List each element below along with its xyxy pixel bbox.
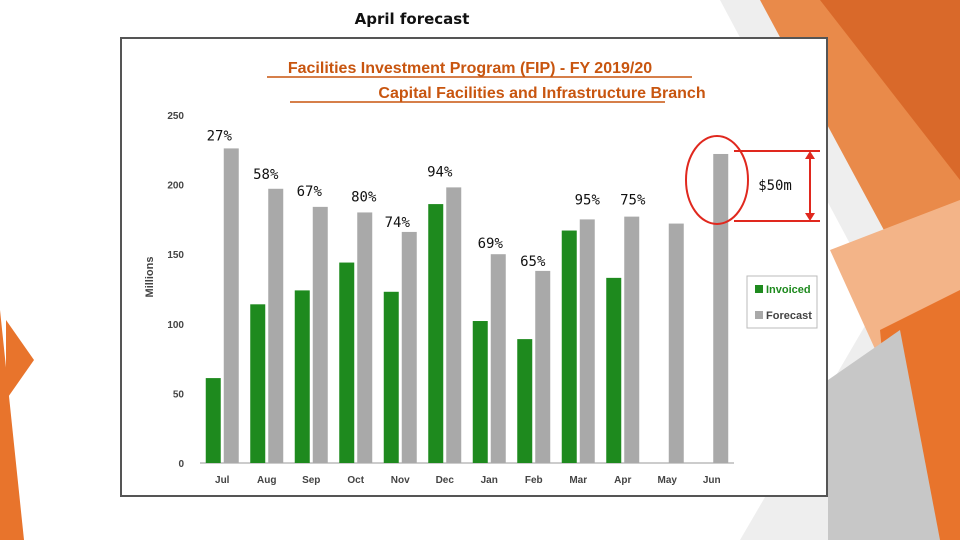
percent-label: 95%: [575, 192, 601, 208]
percent-label: 58%: [253, 167, 279, 183]
bars-layer: [205, 148, 729, 463]
bar-forecast: [624, 216, 640, 463]
bar-invoiced: [339, 262, 355, 463]
bar-invoiced: [472, 321, 488, 463]
bar-forecast: [357, 212, 373, 463]
y-tick-label: 0: [178, 459, 184, 470]
deco-left-edge: [0, 310, 24, 540]
x-tick-label: Feb: [525, 475, 543, 486]
bar-invoiced: [606, 277, 622, 463]
bar-forecast: [268, 188, 284, 463]
slide-title: April forecast: [354, 10, 470, 28]
bar-forecast: [223, 148, 239, 463]
percent-label: 75%: [620, 193, 646, 209]
x-tick-label: May: [658, 475, 678, 486]
bar-forecast: [579, 219, 595, 463]
x-tick-label: Jan: [481, 475, 498, 486]
chart-frame: Facilities Investment Program (FIP) - FY…: [120, 37, 828, 497]
bar-forecast: [713, 153, 729, 463]
x-tick-label: Sep: [302, 475, 320, 486]
y-tick-label: 50: [173, 389, 185, 400]
x-tick-label: Apr: [614, 475, 631, 486]
percent-label: 80%: [351, 189, 377, 205]
percent-label: 27%: [207, 128, 233, 144]
percent-labels-layer: 27% 58% 67% 80% 74% 94% 69% 65% 95% 75%: [207, 128, 646, 269]
legend-label-invoiced: Invoiced: [766, 284, 811, 296]
deco-facet-orange-bottom: [880, 290, 960, 540]
legend-swatch-forecast: [755, 311, 763, 319]
y-tick-label: 250: [167, 111, 184, 122]
bar-forecast: [535, 270, 551, 463]
bar-invoiced: [294, 290, 310, 463]
x-tick-label: Nov: [391, 475, 410, 486]
bar-invoiced: [428, 204, 444, 463]
x-tick-label: Mar: [569, 475, 587, 486]
deco-facet-orange-dark: [820, 0, 960, 180]
x-tick-label: Jul: [215, 475, 230, 486]
bar-invoiced: [250, 304, 266, 463]
y-tick-label: 200: [167, 181, 184, 192]
percent-label: 67%: [297, 184, 323, 200]
bar-invoiced: [383, 291, 399, 463]
y-tick-label: 100: [167, 320, 184, 331]
legend-label-forecast: Forecast: [766, 310, 812, 322]
y-axis-label: Millions: [144, 257, 156, 298]
chart: Facilities Investment Program (FIP) - FY…: [144, 60, 818, 486]
x-tick-label: Oct: [347, 475, 364, 486]
x-tick-label: Aug: [257, 475, 276, 486]
slide-arrow-icon: [6, 320, 34, 400]
bar-invoiced: [517, 339, 533, 463]
bar-forecast: [312, 206, 328, 463]
percent-label: 69%: [478, 236, 504, 252]
bar-forecast: [668, 223, 684, 463]
bar-forecast: [401, 231, 417, 463]
axis-layer: 0 50 100 150 200 250 Jul Aug Sep Oct Nov Dec Jan Feb M…: [167, 111, 734, 486]
deco-facet-grey: [828, 330, 940, 540]
legend-swatch-invoiced: [755, 285, 763, 293]
bar-forecast: [490, 254, 506, 463]
deco-facet-peach: [830, 200, 960, 400]
percent-label: 65%: [520, 254, 546, 270]
percent-label: 74%: [385, 215, 411, 231]
x-tick-label: Jun: [703, 475, 721, 486]
bar-invoiced: [205, 378, 221, 463]
x-tick-label: Dec: [436, 475, 455, 486]
chart-subtitle: Capital Facilities and Infrastructure Br…: [378, 85, 705, 102]
y-tick-label: 150: [167, 250, 184, 261]
chart-title: Facilities Investment Program (FIP) - FY…: [288, 60, 652, 77]
percent-label: 94%: [427, 164, 453, 180]
legend-box: [746, 275, 818, 329]
bar-invoiced: [561, 230, 577, 463]
bar-forecast: [446, 187, 462, 463]
